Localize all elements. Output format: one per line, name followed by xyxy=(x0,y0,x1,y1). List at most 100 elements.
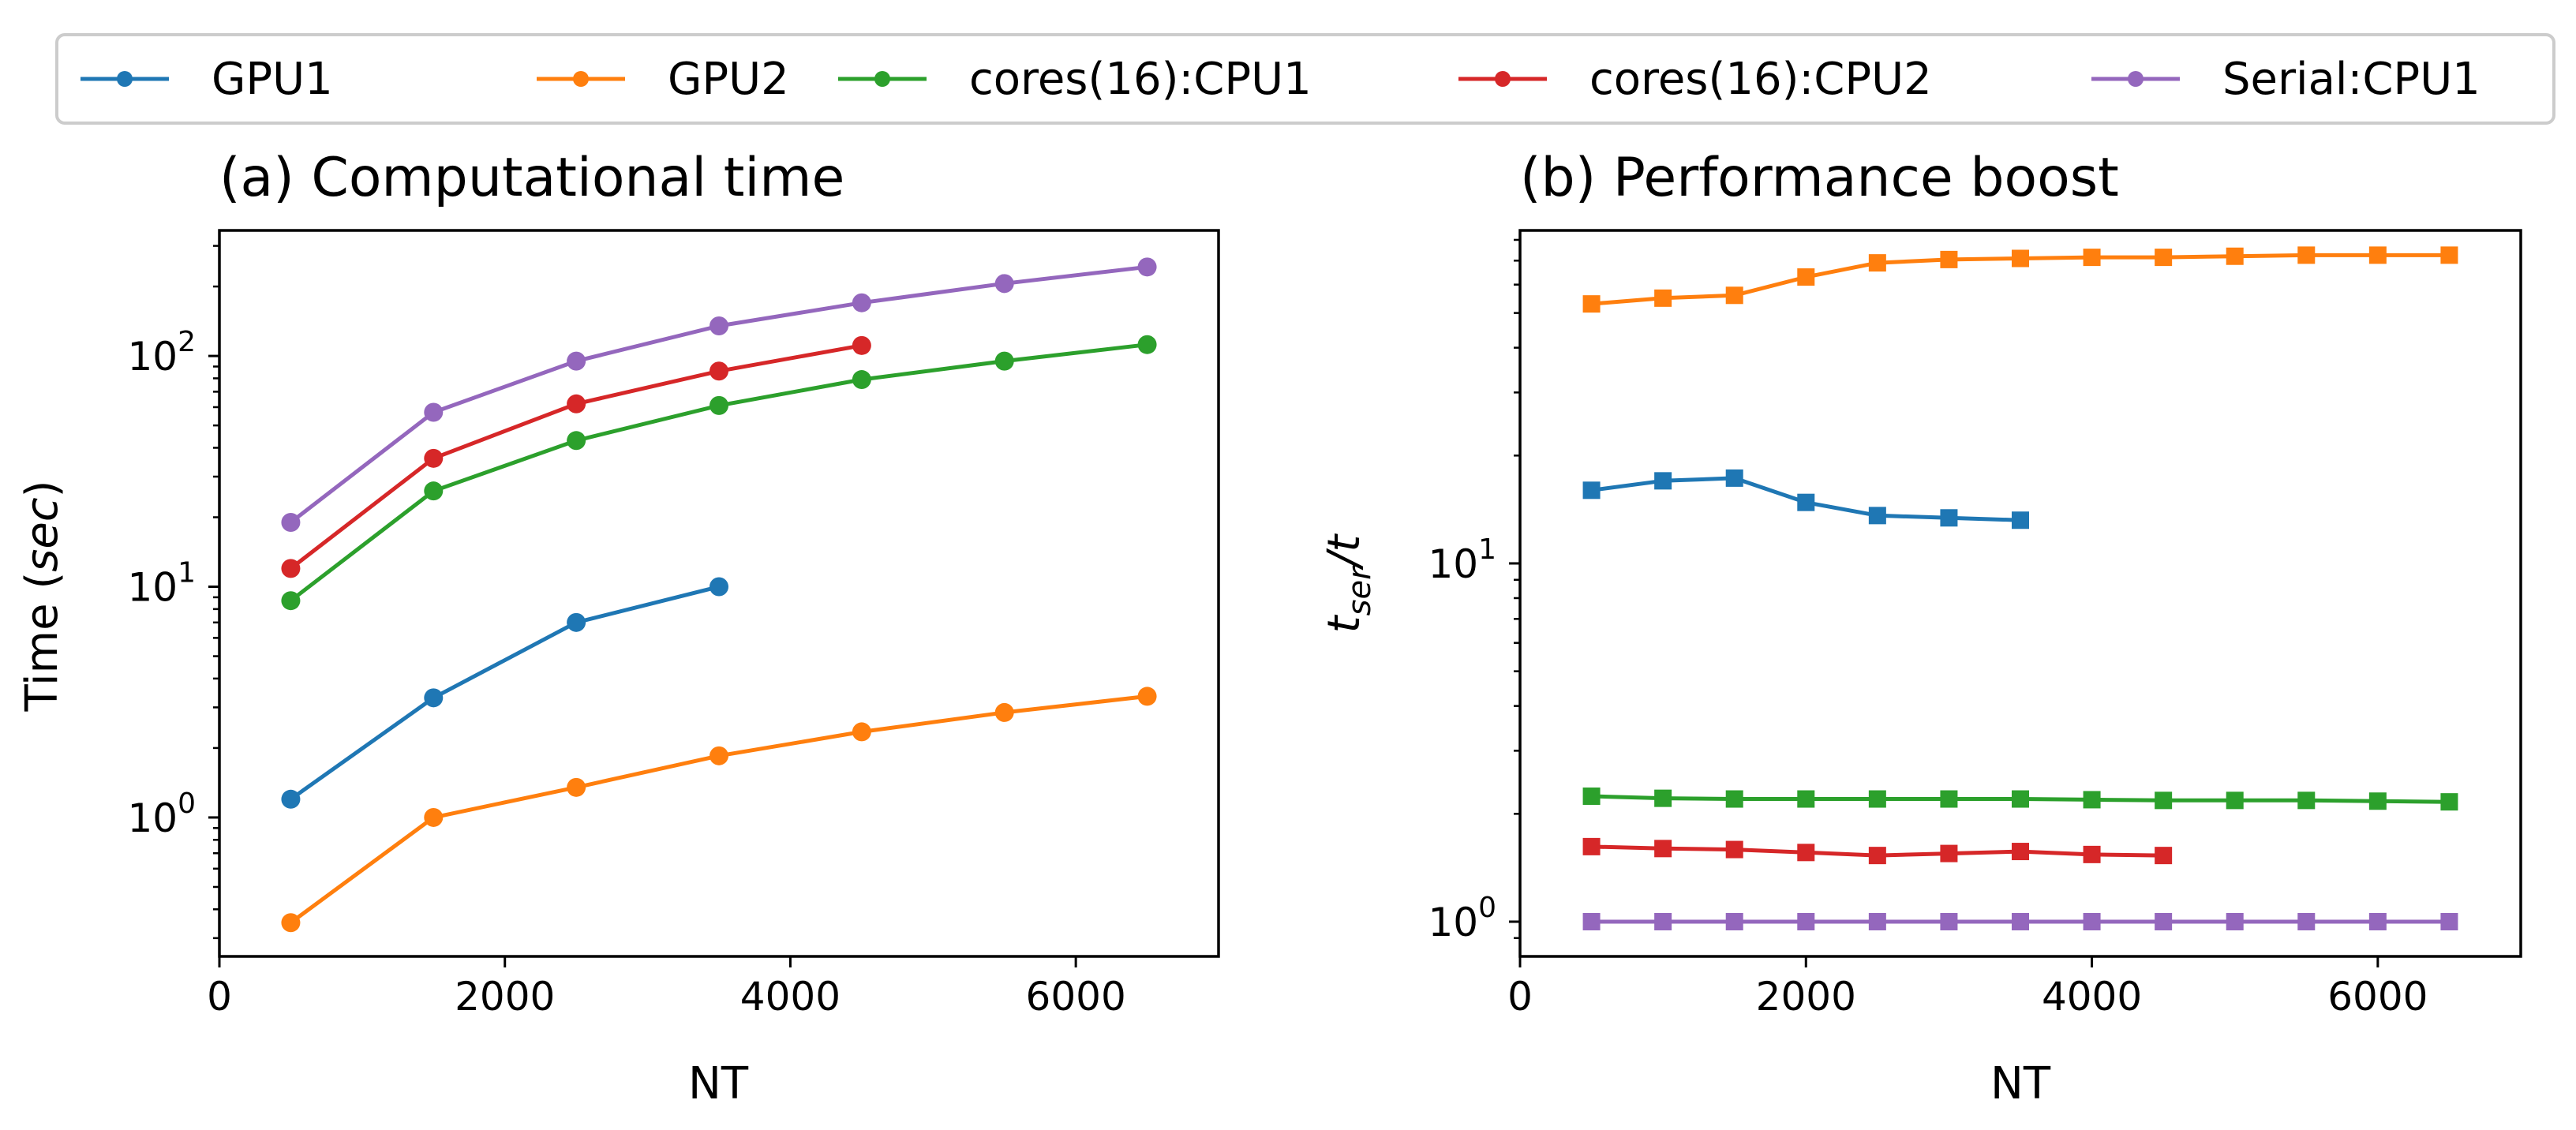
legend-marker-serial-cpu1 xyxy=(2128,71,2144,87)
panel-b-point-gpu2 xyxy=(2226,247,2244,265)
panel-b-point-cores-16-cpu2 xyxy=(1797,844,1815,862)
panel-b-series-cores-16-cpu1 xyxy=(1582,787,2458,811)
panel-b-x-tick-label: 2000 xyxy=(1756,974,1856,1020)
panel-performance-boost: (b) Performance boost 0 2000 4000 6000 100 10… xyxy=(1319,147,2522,1109)
panel-b-point-cores-16-cpu1 xyxy=(2368,792,2387,810)
panel-a-point-gpu1 xyxy=(281,789,301,809)
panel-a-point-gpu1 xyxy=(710,577,728,597)
legend-label-gpu2: GPU2 xyxy=(668,54,789,105)
legend-marker-cores-16-cpu1 xyxy=(874,71,890,87)
panel-b-point-gpu2 xyxy=(2297,246,2316,264)
panel-b-y-label-suffix: /t xyxy=(1319,533,1370,571)
legend: GPU1 GPU2 cores(16):CPU1 cores(16):CPU2 Seri… xyxy=(55,33,2555,125)
panel-b-point-serial-cpu1 xyxy=(1940,913,1958,931)
panel-computational-time: (a) Computational time 0 2000 4000 6000 100 1… xyxy=(17,147,1220,1109)
panel-b-point-gpu2 xyxy=(2012,249,2029,268)
panel-b-point-serial-cpu1 xyxy=(1582,913,1601,931)
panel-a-title: (a) Computational time xyxy=(219,147,844,209)
panel-b-point-gpu2 xyxy=(2368,246,2387,264)
panel-a-point-gpu2 xyxy=(567,777,586,797)
panel-a-point-cores-16-cpu1 xyxy=(281,591,301,611)
panel-a-x-tick-label: 4000 xyxy=(740,974,841,1020)
legend-entry-cores-16-cpu1: cores(16):CPU1 xyxy=(838,54,1312,105)
panel-b-point-cores-16-cpu2 xyxy=(2155,847,2173,865)
panel-a-point-cores-16-cpu2 xyxy=(710,361,728,381)
panel-a-point-gpu2 xyxy=(852,722,871,742)
panel-b-point-cores-16-cpu2 xyxy=(1868,847,1886,865)
panel-a-y-tick-label: 102 xyxy=(127,326,196,380)
panel-a-point-serial-cpu1 xyxy=(567,351,586,371)
panel-a-y-tick-label: 100 xyxy=(127,788,196,841)
panel-a-point-serial-cpu1 xyxy=(281,513,301,533)
panel-b-point-gpu1 xyxy=(1725,469,1743,487)
panel-a-point-cores-16-cpu2 xyxy=(852,335,871,355)
panel-a-point-cores-16-cpu1 xyxy=(424,481,444,501)
panel-b-series-gpu2 xyxy=(1582,246,2458,313)
panel-a-y-label-prefix: Time ( xyxy=(17,572,68,713)
panel-b-y-tick-label: 101 xyxy=(1428,533,1496,587)
panel-b-x-axis-label: NT xyxy=(1990,1058,2051,1109)
legend-label-cores-16-cpu2: cores(16):CPU2 xyxy=(1589,54,1932,105)
panel-b-point-serial-cpu1 xyxy=(1725,913,1743,931)
legend-marker-gpu1 xyxy=(117,71,133,87)
panel-b-point-gpu2 xyxy=(1868,254,1886,272)
panel-b-point-cores-16-cpu2 xyxy=(1582,837,1601,855)
panel-a-x-tick-label: 6000 xyxy=(1026,974,1126,1020)
panel-a-x-tick-label: 2000 xyxy=(455,974,555,1020)
panel-b-point-serial-cpu1 xyxy=(1868,913,1886,931)
panel-b-point-serial-cpu1 xyxy=(2012,913,2029,931)
panel-b-point-cores-16-cpu1 xyxy=(1725,790,1743,808)
panel-a-point-cores-16-cpu1 xyxy=(852,370,871,390)
panel-b-series-serial-cpu1 xyxy=(1582,913,2458,931)
panel-b-point-gpu2 xyxy=(2083,249,2101,267)
panel-b-point-cores-16-cpu1 xyxy=(2440,793,2458,811)
panel-b-point-cores-16-cpu1 xyxy=(2226,791,2244,810)
legend-marker-cores-16-cpu2 xyxy=(1495,71,1511,87)
panel-a-point-serial-cpu1 xyxy=(852,293,871,312)
panel-b-y-label-sub: ser xyxy=(1342,565,1378,616)
panel-b-y-axis-label: tser/t xyxy=(1319,533,1378,634)
legend-entry-gpu1: GPU1 xyxy=(80,54,333,105)
legend-frame xyxy=(55,33,2555,125)
panel-b-point-serial-cpu1 xyxy=(2297,913,2316,931)
panel-b-point-cores-16-cpu1 xyxy=(1940,790,1958,808)
panel-b-point-gpu2 xyxy=(1725,286,1743,305)
panel-b-point-cores-16-cpu2 xyxy=(1940,844,1958,862)
panel-b-series-gpu1 xyxy=(1582,469,2029,529)
panel-b-point-gpu1 xyxy=(1654,472,1672,490)
panel-a-series-cores-16-cpu1 xyxy=(281,335,1157,611)
panel-a-plot-area: 0 2000 4000 6000 100 101 102 xyxy=(127,229,1220,1020)
panel-b-point-serial-cpu1 xyxy=(2368,913,2387,931)
panel-b-point-gpu1 xyxy=(1868,507,1886,525)
panel-b-point-gpu2 xyxy=(1654,289,1672,307)
panel-a-point-cores-16-cpu1 xyxy=(994,351,1014,371)
panel-a-point-gpu1 xyxy=(567,612,586,632)
panel-b-point-cores-16-cpu1 xyxy=(2297,791,2316,810)
panel-b-y-label-base: t xyxy=(1319,614,1370,633)
legend-label-serial-cpu1: Serial:CPU1 xyxy=(2222,54,2481,105)
panel-a-point-gpu2 xyxy=(281,913,301,933)
panel-a-point-cores-16-cpu2 xyxy=(281,559,301,578)
panel-b-x-tick-label: 4000 xyxy=(2042,974,2142,1020)
panel-b-point-gpu1 xyxy=(2012,511,2029,529)
panel-a-series-cores-16-cpu2 xyxy=(281,335,871,578)
panel-b-point-cores-16-cpu1 xyxy=(2155,791,2173,810)
panel-a-point-cores-16-cpu2 xyxy=(424,448,444,468)
panel-a-point-serial-cpu1 xyxy=(424,402,444,422)
panel-a-point-gpu1 xyxy=(424,688,444,708)
legend-entry-serial-cpu1: Serial:CPU1 xyxy=(2091,54,2481,105)
panel-b-point-serial-cpu1 xyxy=(1797,913,1815,931)
panel-a-series-gpu1 xyxy=(281,577,728,809)
panel-a-point-gpu2 xyxy=(710,746,728,765)
panel-b-point-cores-16-cpu1 xyxy=(1797,790,1815,808)
panel-b-point-cores-16-cpu1 xyxy=(2012,790,2029,808)
legend-label-cores-16-cpu1: cores(16):CPU1 xyxy=(969,54,1312,105)
legend-entry-gpu2: GPU2 xyxy=(537,54,789,105)
panel-b-point-cores-16-cpu2 xyxy=(1725,840,1743,859)
panel-b-point-serial-cpu1 xyxy=(1654,913,1672,931)
legend-label-gpu1: GPU1 xyxy=(212,54,333,105)
panel-a-point-serial-cpu1 xyxy=(1137,257,1157,277)
legend-marker-gpu2 xyxy=(573,71,589,87)
